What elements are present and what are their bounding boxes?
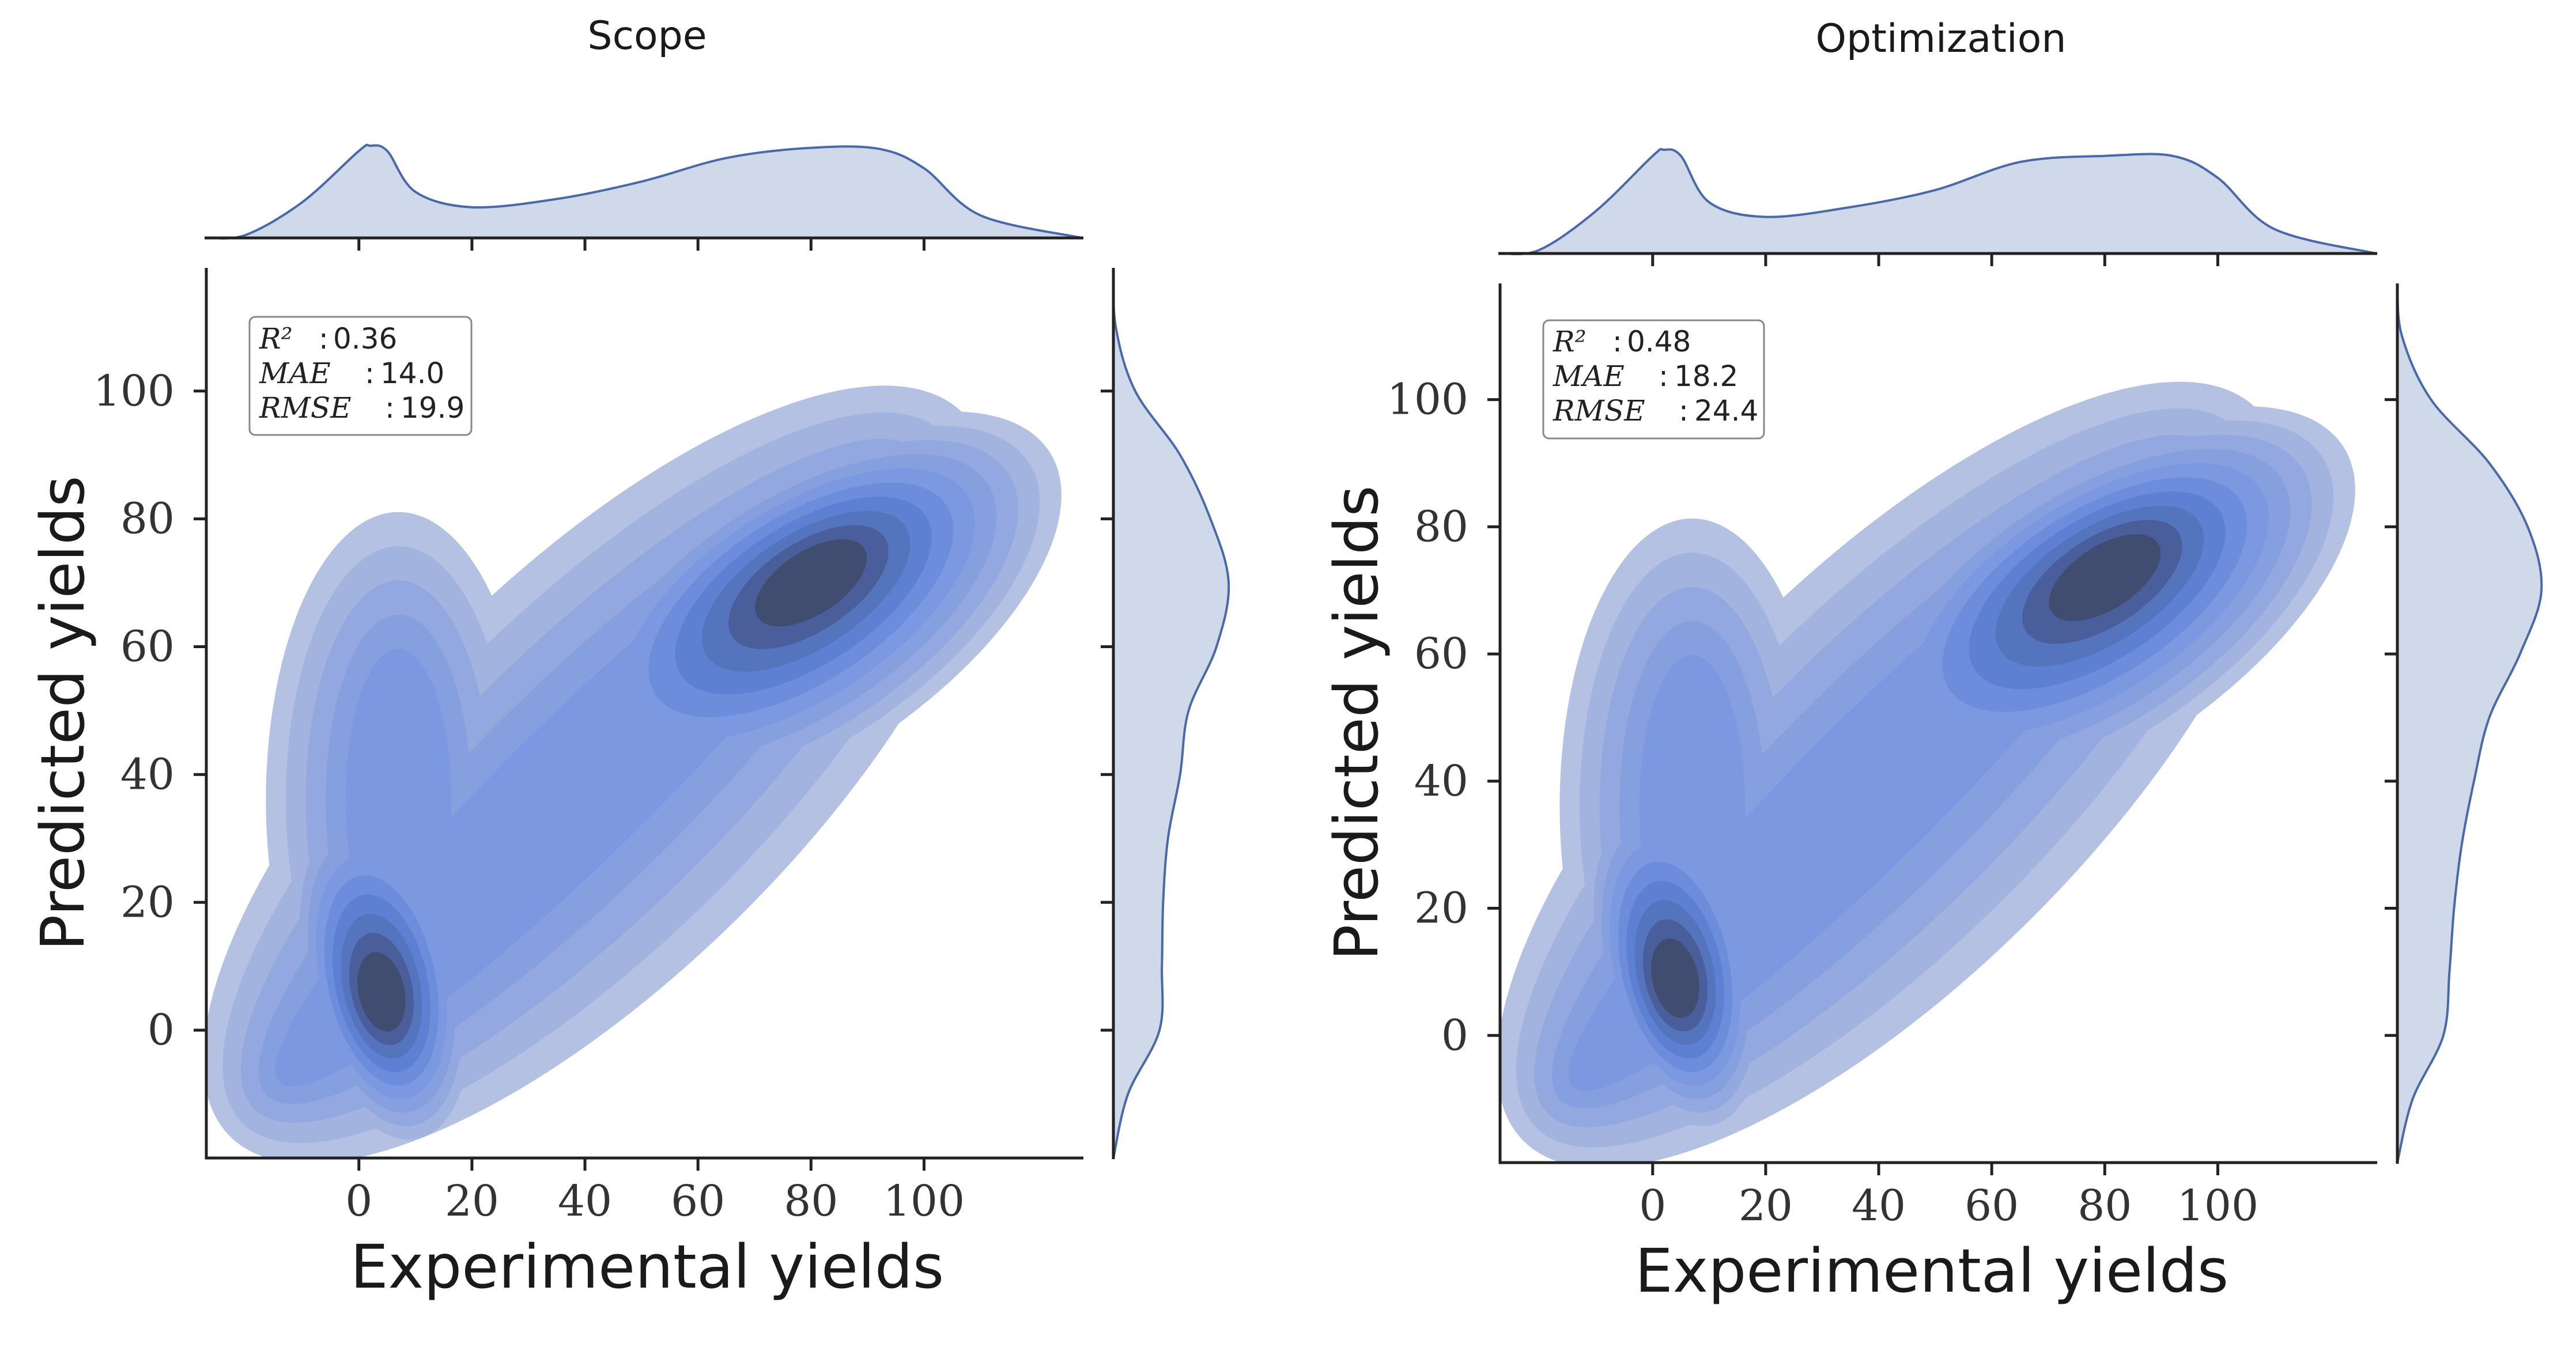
marginal-x-density	[206, 143, 1083, 240]
rmse-value: 19.9	[401, 391, 464, 425]
panel-optimization: Optimization 0 20 40 60 80 100 0 20 40 60 80 100 E…	[1321, 16, 2543, 1306]
mae-value: 18.2	[1674, 359, 1738, 393]
x-tick-label: 100	[2177, 1181, 2258, 1231]
x-tick-label: 60	[1965, 1181, 2019, 1231]
x-tick-label: 20	[445, 1176, 499, 1226]
y-tick-label: 20	[120, 877, 175, 927]
marginal-y-density	[1112, 269, 1230, 1159]
panel-scope: Scope 0 20 40 60 80 100 0 20 40 60 80 100 Experime…	[28, 13, 1230, 1302]
colon-3: :	[385, 391, 395, 425]
y-ticks: 0 20 40 60 80 100	[1387, 375, 1500, 1060]
x-tick-label: 80	[784, 1176, 838, 1226]
y-tick-label: 60	[1414, 629, 1468, 679]
kde-band-peak-low	[1651, 938, 1699, 1018]
x-tick-label: 60	[671, 1176, 725, 1226]
marginal-y-ticks	[1101, 389, 1113, 1032]
kde-band-peak-high	[2049, 534, 2161, 622]
y-tick-label: 60	[120, 622, 175, 672]
marginal-y-plot	[1101, 268, 1230, 1159]
y-axis-label: Predicted yields	[28, 476, 98, 951]
x-tick-label: 40	[1852, 1181, 1906, 1231]
marginal-x-density	[1499, 147, 2377, 256]
mae-label: MAE	[259, 357, 331, 390]
y-ticks: 0 20 40 60 80 100	[93, 366, 206, 1055]
x-axis-label: Experimental yields	[1635, 1236, 2228, 1306]
x-tick-label: 40	[558, 1176, 612, 1226]
x-axis-label: Experimental yields	[350, 1232, 944, 1302]
stats-box-frame	[248, 316, 473, 436]
kde-band-peak-high	[755, 539, 867, 627]
y-tick-label: 40	[120, 750, 175, 799]
rmse-label: RMSE	[259, 391, 352, 425]
x-tick-label: 0	[345, 1176, 372, 1226]
y-tick-label: 100	[1387, 375, 1468, 425]
stats-box: R² 0.36 MAE 14.0 RMSE 19.9 : : :	[248, 316, 473, 436]
joint-kde-plot: 0 20 40 60 80 100 0 20 40 60 80 100 Experimental y…	[1321, 283, 2377, 1306]
x-tick-label: 20	[1739, 1181, 1793, 1231]
r2-label: R²	[259, 322, 293, 355]
y-tick-label: 20	[1414, 884, 1468, 933]
y-tick-label: 100	[93, 366, 175, 416]
stats-box-frame	[1542, 319, 1765, 440]
y-tick-label: 80	[1414, 502, 1468, 551]
joint-kde-plot: 0 20 40 60 80 100 0 20 40 60 80 100 Experimental y…	[28, 268, 1083, 1302]
marginal-x-plot	[1498, 147, 2377, 266]
y-tick-label: 40	[1414, 756, 1468, 806]
y-tick-label: 80	[120, 494, 175, 544]
marginal-x-ticks	[1651, 253, 2219, 266]
r2-value: 0.36	[333, 322, 397, 355]
marginal-y-plot	[2385, 283, 2543, 1164]
rmse-label: RMSE	[1553, 394, 1645, 427]
mae-label: MAE	[1553, 359, 1625, 393]
y-tick-label: 0	[148, 1005, 175, 1055]
colon-1: :	[1612, 325, 1622, 358]
colon-3: :	[1679, 394, 1689, 427]
marginal-x-plot	[205, 143, 1083, 251]
panel-title: Scope	[587, 13, 707, 59]
kde-contours	[206, 385, 1062, 1158]
colon-2: :	[1659, 359, 1668, 393]
x-tick-label: 100	[883, 1176, 965, 1226]
r2-value: 0.48	[1627, 325, 1691, 358]
colon-1: :	[319, 322, 328, 355]
colon-2: :	[365, 357, 375, 390]
x-tick-label: 0	[1639, 1181, 1666, 1231]
kde-contours	[1500, 381, 2355, 1162]
r2-label: R²	[1553, 325, 1587, 358]
marginal-y-density	[2396, 285, 2543, 1163]
marginal-y-ticks	[2385, 398, 2397, 1037]
stats-box: R² 0.48 MAE 18.2 RMSE 24.4 : : :	[1542, 319, 1765, 440]
panel-title: Optimization	[1816, 16, 2067, 62]
rmse-value: 24.4	[1694, 394, 1758, 427]
x-tick-label: 80	[2078, 1181, 2132, 1231]
y-axis-label: Predicted yields	[1321, 486, 1392, 961]
marginal-x-ticks	[357, 238, 926, 251]
mae-value: 14.0	[380, 357, 444, 390]
y-tick-label: 0	[1441, 1011, 1468, 1060]
x-ticks: 0 20 40 60 80 100	[345, 1158, 965, 1226]
kde-band-peak-low	[357, 952, 406, 1032]
x-ticks: 0 20 40 60 80 100	[1639, 1163, 2258, 1231]
